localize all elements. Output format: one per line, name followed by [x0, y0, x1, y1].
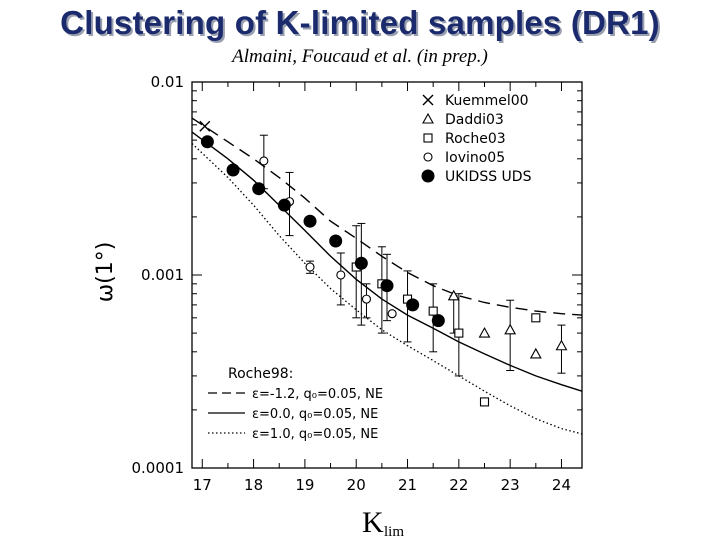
- data-point-ukidss-uds: [303, 214, 317, 228]
- legend-marker-kuemmel00: [422, 94, 434, 106]
- error-bar-daddi03: [449, 295, 458, 334]
- model-legend-label-dashed: ε=-1.2, q₀=0.05, NE: [252, 387, 383, 402]
- error-bar-ukidss-uds: [357, 222, 366, 326]
- data-point-iovino05: [259, 156, 269, 166]
- y-tick-label: 0.001: [141, 266, 184, 284]
- data-point-roche03: [428, 306, 438, 316]
- model-curve-dashed: [191, 117, 583, 316]
- error-bar-daddi03: [506, 299, 515, 372]
- data-point-daddi03: [447, 289, 460, 301]
- x-tick-label: 23: [501, 476, 520, 494]
- data-point-ukidss-uds: [252, 182, 266, 196]
- x-axis-label: K: [362, 506, 384, 539]
- data-point-iovino05: [305, 262, 315, 272]
- model-legend-label-solid: ε=0.0, q₀=0.05, NE: [252, 407, 378, 422]
- legend-label-roche03: Roche03: [445, 131, 506, 147]
- data-point-ukidss-uds: [200, 135, 214, 149]
- legend-label-kuemmel00: Kuemmel00: [445, 93, 529, 109]
- x-tick-label: 22: [449, 476, 468, 494]
- data-point-roche03: [454, 328, 464, 338]
- legend-label-iovino05: Iovino05: [445, 150, 505, 166]
- slide-subtitle: Almaini, Foucaud et al. (in prep.): [232, 46, 488, 67]
- y-tick-label: 0.0001: [132, 459, 185, 477]
- legend-marker-roche03: [423, 133, 433, 143]
- x-tick-label: 19: [295, 476, 314, 494]
- data-point-ukidss-uds: [226, 163, 240, 177]
- data-point-ukidss-uds: [380, 279, 394, 293]
- data-point-kuemmel00: [199, 120, 211, 132]
- x-tick-label: 20: [347, 476, 366, 494]
- legend-label-ukidss-uds: UKIDSS UDS: [445, 169, 532, 185]
- model-legend-title: Roche98:: [228, 366, 293, 382]
- data-point-daddi03: [504, 323, 517, 335]
- data-point-ukidss-uds: [431, 314, 445, 328]
- data-point-ukidss-uds: [277, 198, 291, 212]
- legend-marker-ukidss-uds: [421, 169, 435, 183]
- slide-title: Clustering of K-limited samples (DR1): [60, 4, 660, 41]
- error-bar-roche03: [352, 225, 361, 319]
- data-point-ukidss-uds: [354, 256, 368, 270]
- y-axis-label: ω(1°): [93, 242, 118, 303]
- x-axis-label-subscript: lim: [384, 524, 404, 540]
- data-point-roche03: [531, 313, 541, 323]
- data-point-daddi03: [529, 347, 542, 359]
- data-point-daddi03: [555, 339, 568, 351]
- data-point-ukidss-uds: [406, 298, 420, 312]
- x-tick-label: 21: [398, 476, 417, 494]
- y-tick-label: 0.01: [151, 73, 184, 91]
- data-point-daddi03: [478, 326, 491, 338]
- data-point-ukidss-uds: [329, 234, 343, 248]
- data-point-roche03: [479, 397, 490, 407]
- model-curve-solid: [191, 131, 583, 392]
- data-point-iovino05: [336, 270, 346, 280]
- legend-marker-daddi03: [422, 112, 434, 124]
- error-bar-roche03: [377, 246, 386, 334]
- legend-label-daddi03: Daddi03: [445, 112, 504, 128]
- data-point-iovino05: [387, 309, 397, 319]
- x-tick-label: 24: [552, 476, 571, 494]
- data-point-iovino05: [361, 294, 372, 304]
- model-legend-label-dotted: ε=1.0, q₀=0.05, NE: [252, 427, 378, 442]
- x-tick-label: 18: [244, 476, 263, 494]
- legend-marker-iovino05: [423, 152, 433, 162]
- x-tick-label: 17: [193, 476, 212, 494]
